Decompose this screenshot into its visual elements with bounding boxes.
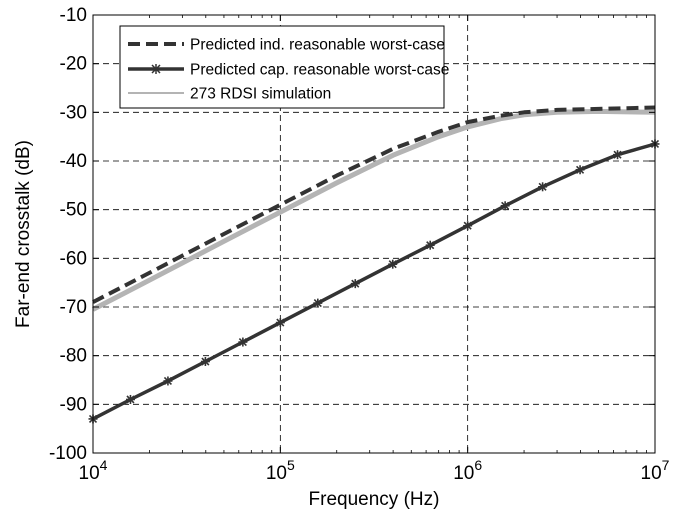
series-line-2 [93,111,655,309]
y-tick-label: -60 [60,248,87,269]
legend-label-1: Predicted cap. reasonable worst-case [190,62,449,79]
x-tick-label: 106 [453,457,482,484]
series-marker [351,279,360,288]
series-marker [238,338,247,347]
y-tick-label: -10 [60,5,87,26]
series-marker [388,260,397,269]
series-marker [201,357,210,366]
series-marker [463,221,472,230]
series-line-1 [93,144,655,419]
y-axis-label: Far-end crosstalk (dB) [13,140,34,328]
y-tick-label: -90 [60,394,87,415]
y-tick-label: -50 [60,200,87,221]
y-tick-label: -100 [49,443,87,464]
y-tick-label: -40 [60,151,87,172]
series-marker [613,150,622,159]
series-marker [126,395,135,404]
series-marker [538,182,547,191]
y-tick-label: -70 [60,297,87,318]
series-marker [426,241,435,250]
legend-label-2: 273 RDSI simulation [190,86,331,103]
series-marker [163,376,172,385]
x-axis-label: Frequency (Hz) [309,489,440,510]
x-tick-label: 107 [641,457,670,484]
x-tick-label: 105 [266,457,295,484]
series-layer [89,108,660,424]
legend: Predicted ind. reasonable worst-case Pred… [120,26,449,108]
y-tick-label: -30 [60,102,87,123]
series-marker [313,299,322,308]
series-marker [576,165,585,174]
y-tick-label: -80 [60,346,87,367]
series-marker [501,201,510,210]
y-tick-label: -20 [60,54,87,75]
legend-label-0: Predicted ind. reasonable worst-case [190,37,445,54]
series-marker [276,318,285,327]
